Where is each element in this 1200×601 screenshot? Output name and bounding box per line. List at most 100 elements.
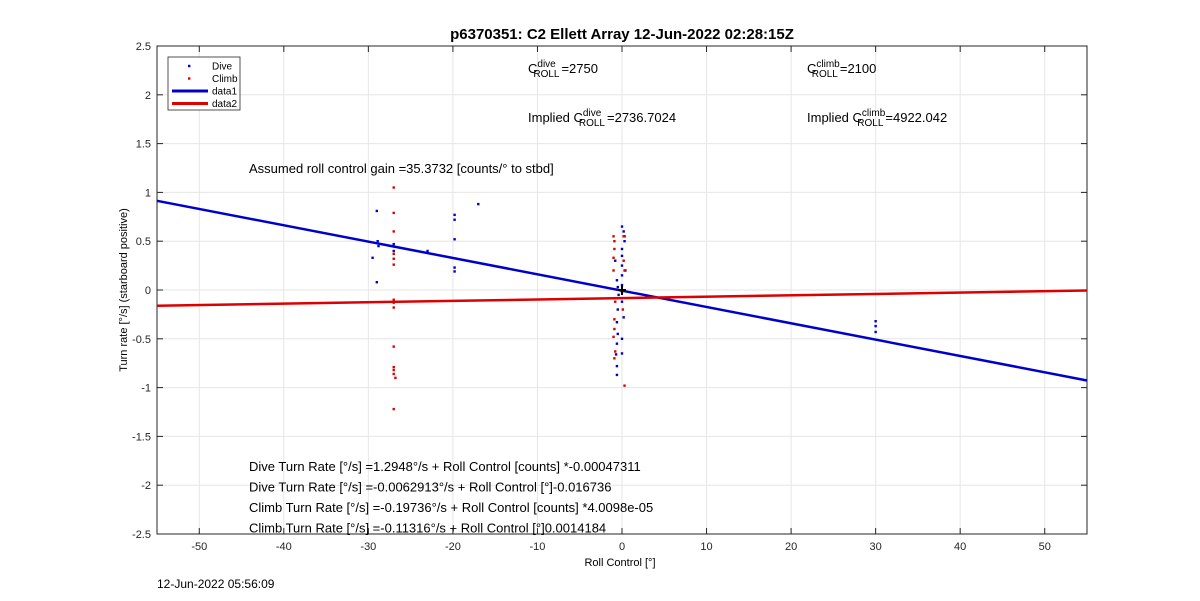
timestamp: 12-Jun-2022 05:56:09 [157,577,275,591]
climb-point [612,235,615,238]
dive-point [426,249,429,253]
dive-point [375,209,379,213]
climb-point [392,252,395,256]
dive-point [874,324,877,328]
roll-gain-label: Assumed roll control gain =35.3732 [coun… [249,161,554,176]
climb-point [392,372,395,376]
dive-point [615,373,619,377]
dive-point [453,218,456,221]
y-tick-label: 0.5 [136,236,151,248]
ticks: -50 -40 -30 -20 -10 0 10 20 30 40 50-2.5-2-1.5-1-0… [132,41,1087,553]
y-tick-label: -2.5 [132,529,151,541]
dive-point [617,293,620,297]
dive-point [375,280,379,284]
dive-point [615,342,619,345]
fit-equation: Dive Turn Rate [°/s] =-0.0062913°/s + Ro… [249,480,611,495]
dive-point [615,364,619,368]
x-tick-label: 30 [870,541,882,553]
dive-point [616,285,619,289]
dive-point [614,353,618,356]
climb-point [622,259,625,262]
dive-point [623,240,626,243]
dive-point [371,256,374,259]
legend-label: data1 [212,87,237,98]
y-axis-label: Turn rate [°/s] (starboard positive) [118,208,130,372]
dive-point [874,320,877,323]
data-points [371,186,877,411]
fit-line-data2 [156,289,1088,307]
climb-point [392,368,395,372]
dive-point [453,270,456,273]
dive-point [614,259,617,262]
climb-point [612,256,615,259]
dive-point [615,279,619,282]
climb-point [613,318,616,321]
y-tick-label: 1 [145,187,151,199]
climb-point [613,240,616,243]
climb-point [612,335,615,339]
dive-point [620,254,624,258]
y-tick-label: 2.5 [136,41,151,53]
dive-point [620,247,624,251]
x-tick-label: 40 [954,541,966,553]
climb-point [392,211,395,215]
chart-title: p6370351: C2 Ellett Array 12-Jun-2022 02… [450,26,794,43]
x-tick-label: 20 [785,541,797,553]
climb-point [392,263,395,266]
dive-point [616,332,619,336]
x-tick-label: 10 [700,541,712,553]
climb-point [392,407,395,411]
legend-label: Climb [212,74,238,85]
climb-point [622,235,625,238]
climb-point [392,345,395,348]
dive-point [620,300,624,303]
dive-point [620,337,624,340]
dive-point [377,244,380,248]
y-tick-label: -0.5 [132,334,151,346]
climb-point [392,186,395,189]
climb-point [392,301,395,304]
climb-point [623,269,626,272]
dive-point [615,321,619,324]
x-tick-label: -30 [360,541,376,553]
x-tick-label: 50 [1039,541,1051,553]
y-tick-label: 0 [145,285,151,297]
fit-equation: Dive Turn Rate [°/s] =1.2948°/s + Roll C… [249,459,641,474]
climb-point [392,365,395,369]
dive-point [874,330,877,334]
climb-point [613,357,616,360]
x-tick-label: -20 [445,541,461,553]
climb-point [623,384,626,387]
x-tick-label: -50 [191,541,207,553]
climb-point [613,327,616,331]
y-tick-label: -2 [141,480,151,492]
climb-point [621,308,625,311]
climb-point [614,350,617,353]
y-tick-label: -1.5 [132,431,151,443]
legend-marker [188,77,191,80]
climb-point [613,247,616,251]
dive-point [616,308,619,311]
implied-c-roll-dive: Implied Cdive ROLL =2736.7024 [528,108,676,129]
legend-label: Dive [212,62,232,73]
fit-equation: Climb Turn Rate [°/s] =-0.19736°/s + Rol… [249,500,653,515]
legend-box [167,56,241,111]
y-tick-label: 1.5 [136,139,151,151]
c-roll-dive: Cdive ROLL =2750 [528,59,598,80]
climb-point [392,230,395,233]
x-tick-label: 0 [619,541,625,553]
dive-point [622,316,625,319]
legend-label: data2 [212,99,237,110]
c-roll-climb: Cclimb ROLL =2100 [807,59,876,80]
x-tick-label: -10 [530,541,546,553]
y-tick-label: 2 [145,90,151,102]
annotations: Cdive ROLL =2750 Cclimb ROLL =2100 Implied Cdi… [249,59,947,536]
climb-point [392,306,395,309]
dive-point [620,225,624,228]
legend-marker [188,64,191,68]
dive-point [453,213,456,217]
dive-point [376,240,379,243]
y-tick-label: -1 [141,383,151,395]
